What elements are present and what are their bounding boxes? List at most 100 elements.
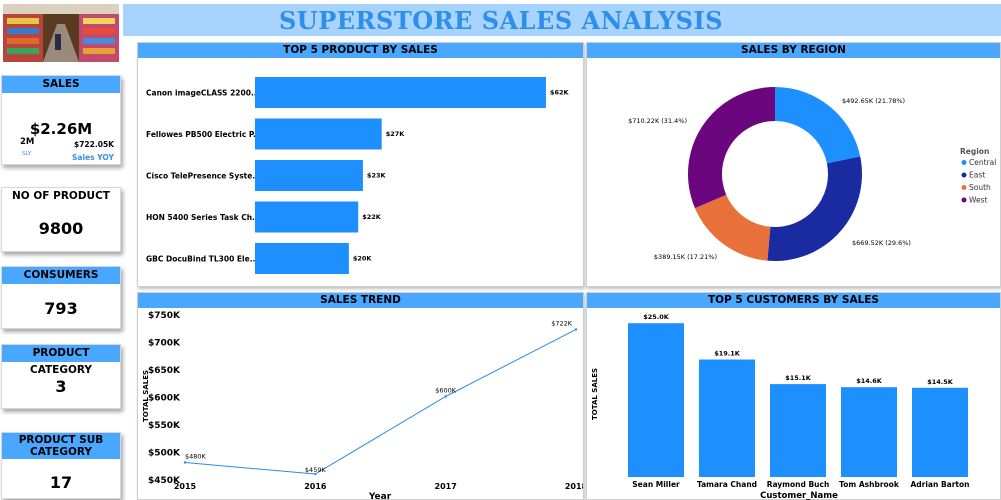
product-bar [255, 243, 349, 274]
region-slice-east [767, 156, 862, 261]
trend-y-tick: $500K [148, 449, 181, 459]
trend-data-label: $600K [435, 387, 457, 395]
trend-title: SALES TREND [138, 293, 583, 308]
trend-x-tick: 2017 [435, 482, 457, 491]
customer-data-label: $19.1K [714, 350, 741, 358]
product-label: Fellowes PB500 Electric P... [146, 130, 262, 139]
region-legend-entry: East [969, 171, 985, 180]
trend-y-tick: $750K [148, 311, 181, 321]
trend-data-label: $459K [305, 466, 327, 474]
region-chart: $492.65K (21.78%) $669.52K (29.6%) $389.15… [628, 87, 996, 261]
product-label: GBC DocuBind TL300 Ele... [146, 255, 258, 264]
trend-point [314, 472, 317, 476]
kpi-sly-label: SLY [22, 151, 32, 157]
product-bar [255, 118, 382, 150]
customer-x-tick: Raymond Buch [767, 480, 830, 489]
region-title: SALES BY REGION [587, 43, 1000, 58]
region-legend-title: Region [960, 147, 989, 156]
trend-y-axis-label: TOTAL SALES [142, 370, 150, 422]
trend-x-axis-label: Year [368, 492, 392, 500]
trend-y-tick: $650K [148, 366, 181, 376]
kpi-card-category[interactable]: PRODUCT CATEGORY 3 [1, 344, 121, 409]
panel-sales-trend[interactable]: SALES TREND $450K $500K $550K $600K $650K $70… [137, 292, 584, 500]
kpi-subcategory-label: PRODUCT SUB CATEGORY [2, 433, 120, 459]
product-data-label: $27K [386, 130, 406, 138]
region-legend-entry: Central [969, 158, 996, 167]
region-legend-marker [961, 172, 967, 178]
customer-x-tick: Tamara Chand [697, 480, 757, 489]
top-products-title: TOP 5 PRODUCT BY SALES [138, 43, 583, 58]
customer-data-label: $14.6K [856, 377, 883, 385]
region-slice-west [688, 87, 775, 209]
region-data-label: $710.22K (31.4%) [628, 117, 687, 125]
page-title: SUPERSTORE SALES ANALYSIS [278, 6, 724, 35]
kpi-consumers-value: 793 [44, 299, 78, 318]
kpi-card-subcategory[interactable]: PRODUCT SUB CATEGORY 17 [1, 432, 121, 499]
region-slice-south [694, 194, 771, 261]
kpi-consumers-label: CONSUMERS [2, 267, 120, 284]
product-bar [255, 201, 359, 233]
trend-point [574, 328, 578, 331]
trend-y-tick: $600K [148, 394, 181, 404]
customer-x-tick: Sean Miller [632, 480, 680, 489]
region-legend-entry: South [969, 183, 991, 192]
region-legend-entry: West [969, 196, 987, 205]
product-label: Canon imageCLASS 2200... [146, 89, 260, 98]
region-legend-marker [961, 197, 967, 203]
top-products-chart: Canon imageCLASS 2200... $62K Fellowes PB5… [146, 77, 570, 274]
customer-bar [770, 384, 826, 477]
customer-data-label: $14.5K [927, 378, 954, 386]
product-data-label: $20K [353, 255, 373, 263]
product-data-label: $22K [362, 213, 382, 221]
trend-y-tick: $450K [148, 476, 181, 486]
kpi-yoy-label: Sales YOY [72, 153, 114, 162]
region-legend-marker [961, 160, 967, 165]
customer-bar [699, 359, 755, 477]
kpi-sales-value: $2.26M [29, 120, 93, 138]
customer-bar [628, 323, 684, 477]
product-data-label: $23K [367, 172, 387, 180]
trend-data-label: $722K [551, 319, 573, 327]
trend-chart: $450K $500K $550K $600K $650K $700K $750K 2015 2… [142, 311, 583, 500]
kpi-card-consumers[interactable]: CONSUMERS 793 [1, 266, 121, 329]
customers-y-axis-label: TOTAL SALES [591, 368, 599, 420]
kpi-sales-label: SALES [2, 76, 120, 93]
panel-top-customers[interactable]: TOP 5 CUSTOMERS BY SALES $25.0K Sean Mill… [586, 292, 1001, 500]
region-legend-marker [961, 185, 967, 190]
region-data-label: $669.52K (29.6%) [852, 239, 911, 247]
kpi-card-products[interactable]: NO OF PRODUCT 9800 [1, 187, 121, 252]
region-data-label: $389.15K (17.21%) [654, 253, 717, 261]
region-slice-central [775, 87, 861, 164]
store-photo-graphic [3, 4, 119, 62]
kpi-subcategory-value: 17 [49, 473, 73, 492]
kpi-products-label: NO OF PRODUCT [2, 188, 120, 205]
kpi-sly-value: 2M [20, 137, 35, 147]
customer-x-tick: Adrian Barton [910, 480, 969, 489]
panel-sales-by-region[interactable]: SALES BY REGION $492.65K (21.78%) $669.52… [586, 42, 1001, 287]
customer-x-tick: Tom Ashbrook [839, 480, 900, 489]
product-bar [255, 160, 363, 191]
customer-data-label: $25.0K [643, 313, 670, 321]
trend-x-tick: 2016 [304, 482, 327, 491]
product-label: Cisco TelePresence Syste... [146, 172, 261, 181]
customers-chart: $25.0K Sean Miller $19.1K Tamara Chand $15.1… [591, 313, 970, 500]
product-data-label: $62K [550, 89, 570, 97]
store-photo [3, 4, 119, 62]
trend-x-tick: 2015 [174, 482, 197, 491]
kpi-yoy-value: $722.05K [74, 140, 114, 149]
kpi-card-sales[interactable]: SALES $2.26M 2M SLY $722.05K Sales YOY [1, 75, 121, 165]
trend-y-tick: $550K [148, 421, 181, 431]
kpi-category-value: 3 [55, 377, 67, 396]
trend-x-tick: 2018 [565, 482, 583, 491]
product-label: HON 5400 Series Task Ch... [146, 213, 261, 222]
title-bar: SUPERSTORE SALES ANALYSIS [123, 4, 1001, 36]
customers-x-axis-label: Customer_Name [760, 491, 838, 500]
kpi-products-value: 9800 [38, 219, 84, 238]
kpi-category-label: PRODUCT CATEGORY [2, 345, 120, 376]
customers-title: TOP 5 CUSTOMERS BY SALES [587, 293, 1000, 308]
customer-data-label: $15.1K [785, 374, 812, 382]
panel-top-products[interactable]: TOP 5 PRODUCT BY SALES Canon imageCLASS … [137, 42, 584, 287]
trend-line [184, 328, 577, 475]
trend-point [183, 461, 187, 464]
trend-y-tick: $700K [148, 339, 181, 349]
